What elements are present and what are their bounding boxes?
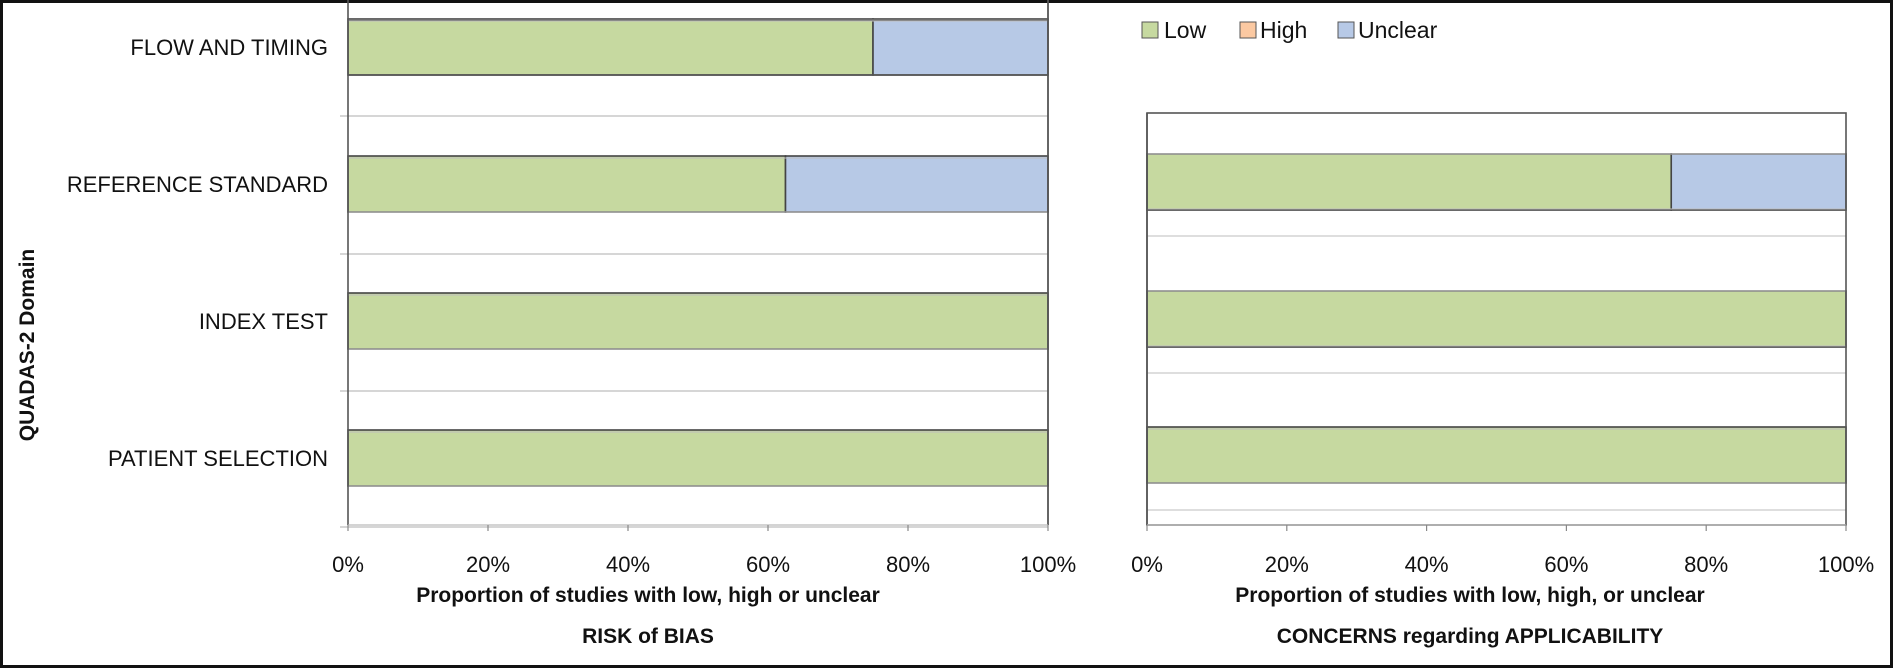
rob-x-axis-title-line-0: Proportion of studies with low, high or … [416,584,880,607]
app-x-axis-title-line-1: CONCERNS regarding APPLICABILITY [1277,625,1664,648]
y-axis-title-group: QUADAS-2 Domain [16,249,39,442]
app-x-tick-label-5: 100% [1818,552,1874,577]
legend: Low High Unclear [1141,17,1438,43]
rob-bar-flow-and-timing-low [347,18,874,76]
app-x-tick-label-3: 60% [1544,552,1588,577]
app-x-tick-label-2: 40% [1405,552,1449,577]
app-bar-index-test-low [1146,290,1847,348]
rob-x-tick-label-3: 60% [746,552,790,577]
panel-risk-of-bias: 0% 20% 40% 60% 80% 100% PATIENT SELECTION INDEX… [67,0,1076,648]
app-bar-reference-standard-unclear [1670,153,1847,211]
rob-category-label-index-test: INDEX TEST [199,309,328,334]
rob-category-label-reference-standard: REFERENCE STANDARD [67,172,328,197]
rob-x-tick-label-1: 20% [466,552,510,577]
app-x-tick-label-0: 0% [1131,552,1163,577]
rob-x-tick-label-4: 80% [886,552,930,577]
legend-swatch-low [1141,21,1159,39]
rob-x-axis-title-line-1: RISK of BIAS [582,625,714,648]
panel-applicability: 0% 20% 40% 60% 80% 100% Proportion of studies … [1131,112,1874,648]
rob-x-tick-label-0: 0% [332,552,364,577]
legend-swatch-high [1239,21,1257,39]
rob-category-label-flow-and-timing: FLOW AND TIMING [130,35,328,60]
legend-swatch-unclear [1337,21,1355,39]
rob-bar-patient-selection-low [347,429,1049,487]
legend-label-unclear: Unclear [1358,17,1438,43]
legend-label-high: High [1260,17,1307,43]
rob-bar-flow-and-timing-unclear [872,18,1049,76]
y-axis-title: QUADAS-2 Domain [16,249,39,442]
app-x-tick-label-4: 80% [1684,552,1728,577]
rob-bar-index-test-low [347,292,1049,350]
app-bar-patient-selection-low [1146,426,1847,484]
rob-bar-reference-standard-low [347,155,787,213]
app-x-axis-title-line-0: Proportion of studies with low, high, or… [1235,584,1704,607]
legend-label-low: Low [1164,17,1207,43]
rob-x-tick-label-2: 40% [606,552,650,577]
rob-category-label-patient-selection: PATIENT SELECTION [108,446,328,471]
app-bar-reference-standard-low [1146,153,1673,211]
rob-x-tick-label-5: 100% [1020,552,1076,577]
rob-bar-reference-standard-unclear [784,155,1049,213]
app-x-tick-label-1: 20% [1265,552,1309,577]
